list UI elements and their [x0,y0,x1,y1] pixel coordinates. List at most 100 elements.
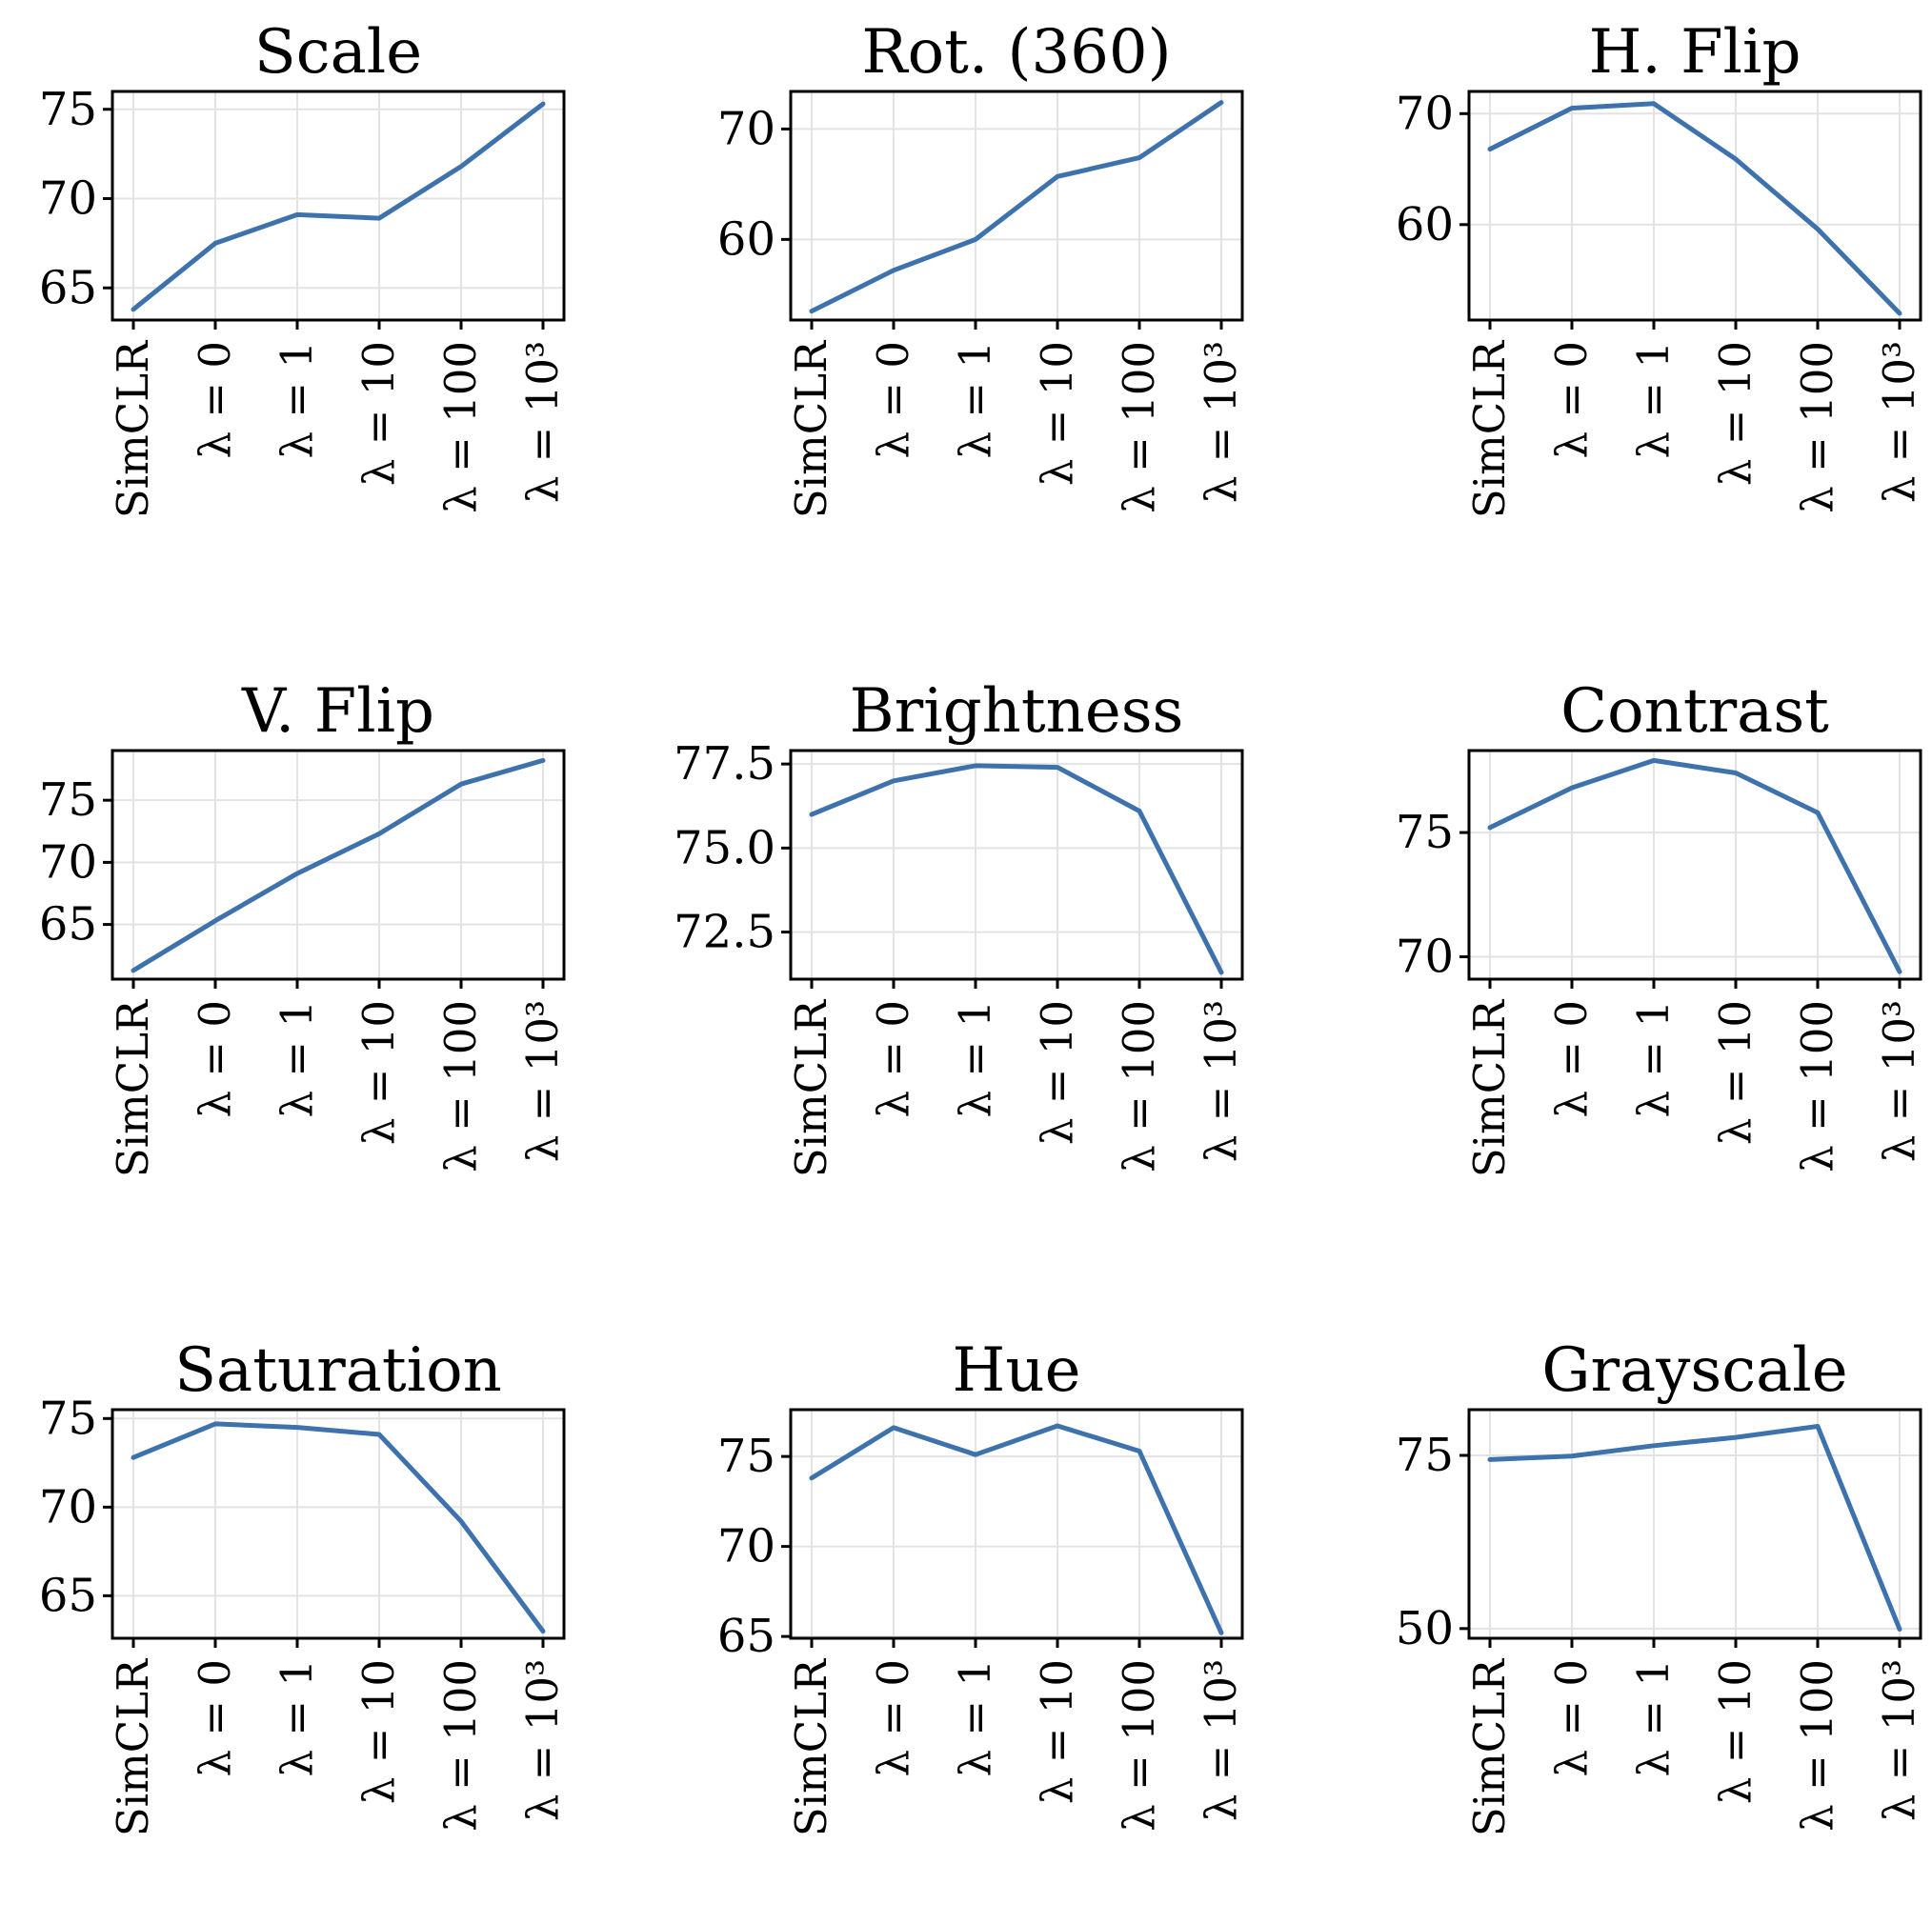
subplot-title: Scale [254,17,422,88]
y-tick-label: 72.5 [674,906,775,959]
x-tick-label: λ = 10 [1710,1659,1761,1804]
x-tick-label: λ = 1 [950,1000,1000,1117]
x-tick-label: λ = 10³ [517,341,568,503]
x-tick-label: SimCLR [1464,999,1515,1177]
subplot-title: H. Flip [1589,17,1801,88]
series-line [1487,757,1902,974]
y-tick-label: 75 [717,1430,775,1483]
x-tick-label: SimCLR [1464,1658,1515,1836]
y-tick-label: 70 [1396,931,1454,984]
y-tick-label: 75.0 [674,821,775,874]
subplot-title: V. Flip [241,676,434,747]
x-tick-label: λ = 10 [1710,341,1761,486]
x-tick-label: λ = 10³ [1196,1000,1246,1162]
plot-frame [789,1408,1244,1640]
y-tick-label: 70 [717,1520,775,1573]
subplot-brightness: 72.5 75.0 77.5 SimCLR λ = 0 λ = 1 λ = 10 λ = 10… [674,676,1246,1177]
x-tick-label: λ = 10 [1032,341,1082,486]
plot-frame [1467,1408,1922,1640]
x-tick-label: SimCLR [108,999,158,1177]
y-tick-label: 70 [1396,87,1454,140]
plot-frame [111,1408,566,1640]
subplot-title: Saturation [174,1335,502,1406]
series-line [1487,1424,1902,1632]
plot-frame [789,749,1244,981]
x-tick-label: λ = 100 [1792,341,1842,513]
x-tick-label: λ = 0 [1546,1000,1597,1117]
y-tick-label: 60 [717,212,775,266]
x-tick-label: λ = 100 [1114,1000,1164,1172]
y-tick-label: 60 [1396,198,1454,251]
x-tick-label: λ = 1 [950,1659,1000,1776]
series-line [131,101,546,312]
x-tick-label: λ = 10³ [1196,1659,1246,1821]
series-line [131,757,546,973]
y-tick-label: 70 [39,172,97,226]
x-tick-label: λ = 1 [950,341,1000,458]
subplot-v-flip: 65 70 75 SimCLR λ = 0 λ = 1 λ = 10 λ = 100 λ = 1… [39,676,568,1177]
subplot-title: Brightness [850,676,1184,747]
plot-frame [789,90,1244,322]
y-tick-label: 75 [39,1392,97,1445]
x-tick-label: SimCLR [786,340,836,518]
plot-frame [111,749,566,981]
series-line [809,763,1224,975]
y-tick-label: 65 [39,1569,97,1622]
x-tick-label: λ = 100 [1792,1000,1842,1172]
x-tick-label: λ = 1 [1628,1659,1679,1776]
x-tick-label: SimCLR [1464,340,1515,518]
series-line [131,1421,546,1634]
subplot-rot-360: 60 70 SimCLR λ = 0 λ = 1 λ = 10 λ = 100 λ = 10³… [717,17,1246,518]
y-tick-label: 70 [39,835,97,889]
plot-frame [1467,90,1922,322]
x-tick-label: λ = 10³ [1874,1000,1924,1162]
x-tick-label: λ = 0 [1546,341,1597,458]
series-line [1487,101,1902,316]
x-tick-label: λ = 10 [353,341,404,486]
x-tick-label: λ = 0 [868,341,918,458]
x-tick-label: λ = 10 [1032,1000,1082,1145]
x-tick-label: λ = 10³ [1874,1659,1924,1821]
x-tick-label: SimCLR [786,1658,836,1836]
subplot-title: Contrast [1560,676,1829,747]
x-tick-label: λ = 10 [353,1000,404,1145]
x-tick-label: λ = 10³ [1874,341,1924,503]
subplot-title: Grayscale [1541,1335,1847,1406]
y-tick-label: 77.5 [674,737,775,791]
series-line [809,100,1224,314]
x-tick-label: λ = 100 [435,341,486,513]
y-tick-label: 75 [1396,806,1454,859]
x-tick-label: λ = 0 [1546,1659,1597,1776]
y-tick-label: 65 [39,898,97,952]
x-tick-label: λ = 0 [190,341,240,458]
x-tick-label: SimCLR [786,999,836,1177]
subplot-saturation: 65 70 75 SimCLR λ = 0 λ = 1 λ = 10 λ = 100 λ = 1… [39,1335,568,1836]
x-tick-label: λ = 1 [1628,1000,1679,1117]
y-tick-label: 65 [39,261,97,314]
x-tick-label: λ = 100 [435,1000,486,1172]
y-tick-label: 70 [717,102,775,155]
subplot-grayscale: 50 75 SimCLR λ = 0 λ = 1 λ = 10 λ = 100 λ = 10³… [1396,1335,1924,1836]
x-tick-label: λ = 1 [1628,341,1679,458]
x-tick-label: λ = 10³ [1196,341,1246,503]
x-tick-label: λ = 1 [272,1000,322,1117]
x-tick-label: λ = 10 [353,1659,404,1804]
y-tick-label: 65 [717,1610,775,1663]
x-tick-label: λ = 1 [272,1659,322,1776]
x-tick-label: λ = 0 [868,1659,918,1776]
subplot-title: Hue [953,1335,1081,1406]
x-tick-label: λ = 0 [190,1000,240,1117]
subplot-hue: 65 70 75 SimCLR λ = 0 λ = 1 λ = 10 λ = 100 λ = 1… [717,1335,1246,1836]
y-tick-label: 75 [1396,1429,1454,1482]
x-tick-label: SimCLR [108,340,158,518]
x-tick-label: λ = 10 [1710,1000,1761,1145]
plot-frame [1467,749,1922,981]
y-tick-label: 75 [39,773,97,827]
subplot-title: Rot. (360) [861,17,1171,88]
plot-frame [111,90,566,322]
subplot-scale: 65 70 75 SimCLR λ = 0 λ = 1 λ = 10 λ = 100 λ = 1… [39,17,568,518]
x-tick-label: SimCLR [108,1658,158,1836]
x-tick-label: λ = 10³ [517,1000,568,1162]
series-line [809,1423,1224,1635]
